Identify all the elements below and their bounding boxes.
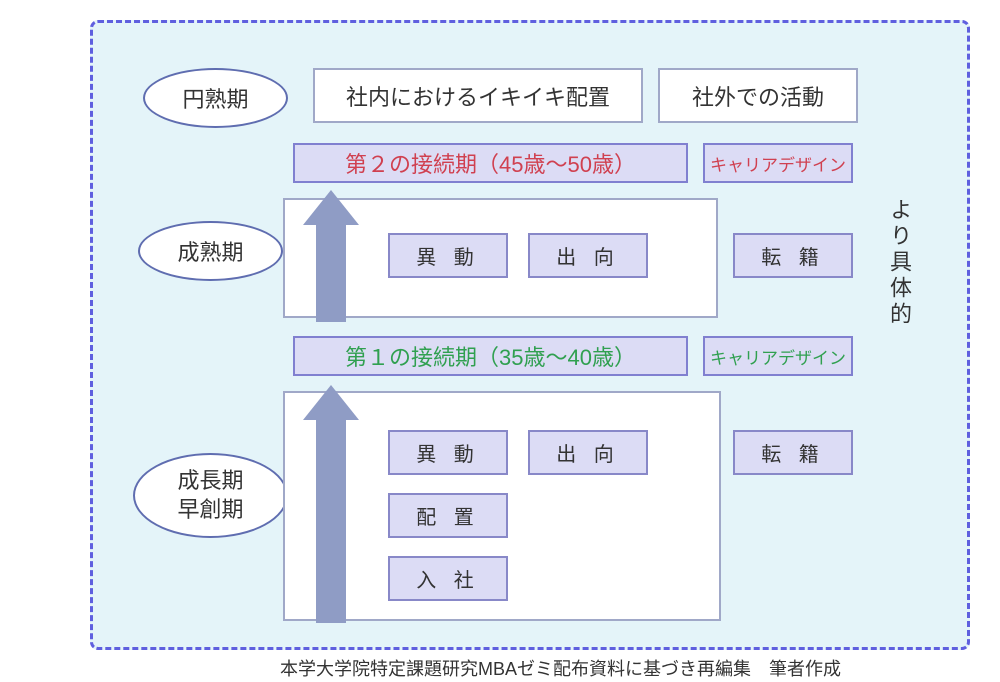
footer-text: 本学大学院特定課題研究MBAゼミ配布資料に基づき再編集 筆者作成	[280, 659, 841, 679]
top-internal-label: 社内におけるイキイキ配置	[346, 80, 610, 112]
early-ido-box: 異 動	[388, 430, 508, 475]
early-shukko-label: 出 向	[556, 438, 620, 467]
career-design-2-label: キャリアデザイン	[710, 151, 846, 176]
transition2-label: 第２の接続期（45歳～50歳）	[345, 147, 636, 179]
growth-ido-box: 異 動	[388, 233, 508, 278]
stage-early-label: 成長期 早創期	[177, 467, 243, 524]
stage-mature-ellipse: 円熟期	[143, 68, 288, 128]
top-internal-box: 社内におけるイキイキ配置	[313, 68, 643, 123]
early-haichi-label: 配 置	[416, 501, 480, 530]
growth-tenseki-label: 転 籍	[761, 241, 825, 270]
growth-shukko-label: 出 向	[556, 241, 620, 270]
transition1-box: 第１の接続期（35歳～40歳）	[293, 336, 688, 376]
early-tenseki-label: 転 籍	[761, 438, 825, 467]
transition2-box: 第２の接続期（45歳～50歳）	[293, 143, 688, 183]
top-external-label: 社外での活動	[692, 80, 824, 112]
growth-shukko-box: 出 向	[528, 233, 648, 278]
early-nyusha-label: 入 社	[416, 564, 480, 593]
early-shukko-box: 出 向	[528, 430, 648, 475]
career-design-1-box: キャリアデザイン	[703, 336, 853, 376]
transition1-label: 第１の接続期（35歳～40歳）	[345, 340, 636, 372]
growth-tenseki-box: 転 籍	[733, 233, 853, 278]
early-ido-label: 異 動	[416, 438, 480, 467]
stage-mature-label: 円熟期	[182, 82, 248, 114]
stage-early-ellipse: 成長期 早創期	[133, 453, 288, 538]
stage-growth-label: 成熟期	[177, 235, 243, 267]
early-haichi-box: 配 置	[388, 493, 508, 538]
arrow-lower-stem	[316, 418, 346, 623]
vertical-side-text: より具体的	[887, 198, 912, 328]
career-design-1-label: キャリアデザイン	[710, 344, 846, 369]
early-tenseki-box: 転 籍	[733, 430, 853, 475]
arrow-upper-stem	[316, 222, 346, 322]
arrow-upper-head	[303, 190, 359, 225]
vertical-side-label: より具体的	[883, 198, 915, 328]
stage-growth-ellipse: 成熟期	[138, 221, 283, 281]
footer-attribution: 本学大学院特定課題研究MBAゼミ配布資料に基づき再編集 筆者作成	[280, 655, 841, 681]
diagram-container: 円熟期 成熟期 成長期 早創期 社内におけるイキイキ配置 社外での活動 第２の接…	[90, 20, 970, 650]
early-nyusha-box: 入 社	[388, 556, 508, 601]
arrow-lower-head	[303, 385, 359, 420]
growth-ido-label: 異 動	[416, 241, 480, 270]
top-external-box: 社外での活動	[658, 68, 858, 123]
career-design-2-box: キャリアデザイン	[703, 143, 853, 183]
